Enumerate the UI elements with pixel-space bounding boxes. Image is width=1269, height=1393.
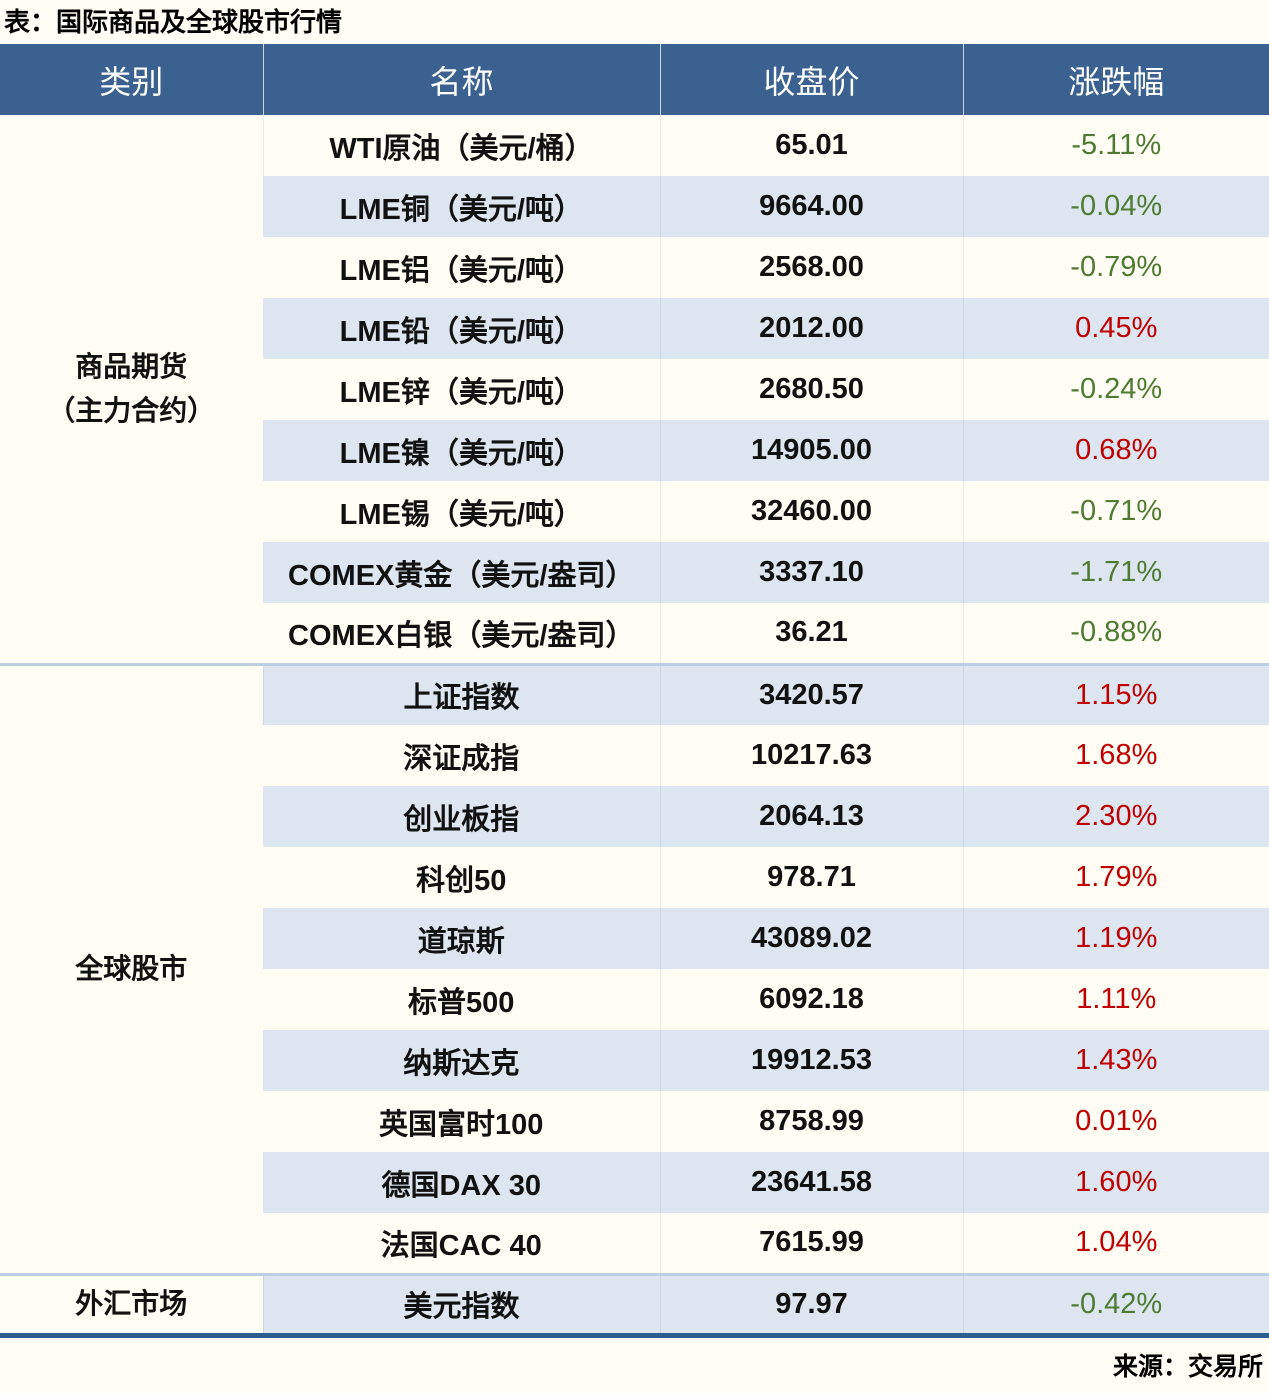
change-cell: -0.88%	[962, 603, 1269, 664]
change-cell: -0.79%	[962, 237, 1269, 298]
name-cell: 标普500	[263, 969, 660, 1030]
change-cell: 1.04%	[962, 1213, 1269, 1274]
close-cell: 9664.00	[659, 176, 963, 237]
close-cell: 65.01	[659, 115, 963, 176]
table-row: 纳斯达克 19912.53 1.43%	[0, 1030, 1269, 1091]
name-cell: LME镍（美元/吨）	[263, 420, 660, 481]
col-header-name: 名称	[262, 44, 660, 115]
close-cell: 3420.57	[659, 662, 963, 725]
change-cell: 0.68%	[962, 420, 1269, 481]
table-row: 外汇市场 美元指数 97.97 -0.42%	[0, 1272, 1269, 1335]
change-cell: 1.43%	[962, 1030, 1269, 1091]
table-row: 德国DAX 30 23641.58 1.60%	[0, 1152, 1269, 1213]
table-row: 标普500 6092.18 1.11%	[0, 969, 1269, 1030]
table-row: COMEX白银（美元/盎司） 36.21 -0.88%	[0, 603, 1269, 664]
header-row: 类别 名称 收盘价 涨跌幅	[0, 44, 1269, 115]
name-cell: 深证成指	[263, 725, 660, 786]
name-cell: 美元指数	[262, 1272, 660, 1335]
close-cell: 14905.00	[659, 420, 963, 481]
category-label: 商品期货	[75, 350, 188, 382]
table-row: LME铅（美元/吨） 2012.00 0.45%	[0, 298, 1269, 359]
close-cell: 8758.99	[659, 1091, 963, 1152]
close-cell: 36.21	[659, 603, 963, 664]
table-row: 英国富时100 8758.99 0.01%	[0, 1091, 1269, 1152]
col-header-category: 类别	[0, 44, 263, 115]
category-label: （主力合约）	[47, 394, 216, 426]
change-cell: -1.71%	[962, 542, 1269, 603]
change-cell: 1.60%	[962, 1152, 1269, 1213]
close-cell: 978.71	[659, 847, 963, 908]
category-label: 全球股市	[75, 953, 188, 984]
change-cell: -0.71%	[962, 481, 1269, 542]
category-cell: 全球股市	[0, 662, 263, 1274]
table-row: 创业板指 2064.13 2.30%	[0, 786, 1269, 847]
name-cell: COMEX白银（美元/盎司）	[263, 603, 660, 664]
name-cell: 法国CAC 40	[263, 1213, 660, 1274]
change-cell: -0.42%	[962, 1272, 1269, 1335]
table-row: 全球股市 上证指数 3420.57 1.15%	[0, 662, 1269, 1274]
name-cell: COMEX黄金（美元/盎司）	[263, 542, 660, 603]
col-header-change: 涨跌幅	[962, 44, 1269, 115]
close-cell: 2012.00	[659, 298, 963, 359]
table-row: LME镍（美元/吨） 14905.00 0.68%	[0, 420, 1269, 481]
change-cell: -0.24%	[962, 359, 1269, 420]
table-row: COMEX黄金（美元/盎司） 3337.10 -1.71%	[0, 542, 1269, 603]
change-cell: -0.04%	[962, 176, 1269, 237]
close-cell: 2680.50	[659, 359, 963, 420]
table-row: 科创50 978.71 1.79%	[0, 847, 1269, 908]
name-cell: 道琼斯	[263, 908, 660, 969]
name-cell: 德国DAX 30	[263, 1152, 660, 1213]
table-row: LME锌（美元/吨） 2680.50 -0.24%	[0, 359, 1269, 420]
name-cell: 英国富时100	[263, 1091, 660, 1152]
col-header-close: 收盘价	[659, 44, 963, 115]
table-row: LME锡（美元/吨） 32460.00 -0.71%	[0, 481, 1269, 542]
close-cell: 6092.18	[659, 969, 963, 1030]
quote-table: 类别 名称 收盘价 涨跌幅 商品期货 （主力合约） WTI原油（美元/桶） 65.01…	[0, 44, 1269, 1338]
close-cell: 7615.99	[659, 1213, 963, 1274]
change-cell: 1.79%	[962, 847, 1269, 908]
name-cell: 科创50	[263, 847, 660, 908]
change-cell: 0.45%	[962, 298, 1269, 359]
source-note: 来源：交易所	[1112, 1352, 1263, 1381]
change-cell: 2.30%	[962, 786, 1269, 847]
category-label: 外汇市场	[75, 1288, 188, 1319]
change-cell: -5.11%	[962, 115, 1269, 176]
table-row: 商品期货 （主力合约） WTI原油（美元/桶） 65.01 -5.11%	[0, 115, 1269, 664]
name-cell: 上证指数	[262, 662, 660, 725]
table-row: 深证成指 10217.63 1.68%	[0, 725, 1269, 786]
name-cell: LME锡（美元/吨）	[263, 481, 660, 542]
name-cell: LME锌（美元/吨）	[263, 359, 660, 420]
close-cell: 2064.13	[659, 786, 963, 847]
table-row: 道琼斯 43089.02 1.19%	[0, 908, 1269, 969]
change-cell: 1.11%	[962, 969, 1269, 1030]
close-cell: 19912.53	[659, 1030, 963, 1091]
table-row: LME铝（美元/吨） 2568.00 -0.79%	[0, 237, 1269, 298]
close-cell: 32460.00	[659, 481, 963, 542]
change-cell: 1.19%	[962, 908, 1269, 969]
change-cell: 1.68%	[962, 725, 1269, 786]
name-cell: LME铅（美元/吨）	[263, 298, 660, 359]
name-cell: 创业板指	[263, 786, 660, 847]
page-title: 表：国际商品及全球股市行情	[4, 7, 343, 37]
close-cell: 2568.00	[659, 237, 963, 298]
change-cell: 0.01%	[962, 1091, 1269, 1152]
name-cell: LME铜（美元/吨）	[263, 176, 660, 237]
change-cell: 1.15%	[962, 662, 1269, 725]
close-cell: 23641.58	[659, 1152, 963, 1213]
table-row: 法国CAC 40 7615.99 1.04%	[0, 1213, 1269, 1274]
table-row: LME铜（美元/吨） 9664.00 -0.04%	[0, 176, 1269, 237]
close-cell: 3337.10	[659, 542, 963, 603]
name-cell: WTI原油（美元/桶）	[262, 115, 660, 176]
name-cell: 纳斯达克	[263, 1030, 660, 1091]
close-cell: 97.97	[659, 1272, 963, 1335]
category-cell: 商品期货 （主力合约）	[0, 115, 263, 664]
name-cell: LME铝（美元/吨）	[263, 237, 660, 298]
close-cell: 43089.02	[659, 908, 963, 969]
close-cell: 10217.63	[659, 725, 963, 786]
table-body: 商品期货 （主力合约） WTI原油（美元/桶） 65.01 -5.11% LME铜（美元/…	[0, 115, 1269, 1335]
category-cell: 外汇市场	[0, 1272, 263, 1335]
